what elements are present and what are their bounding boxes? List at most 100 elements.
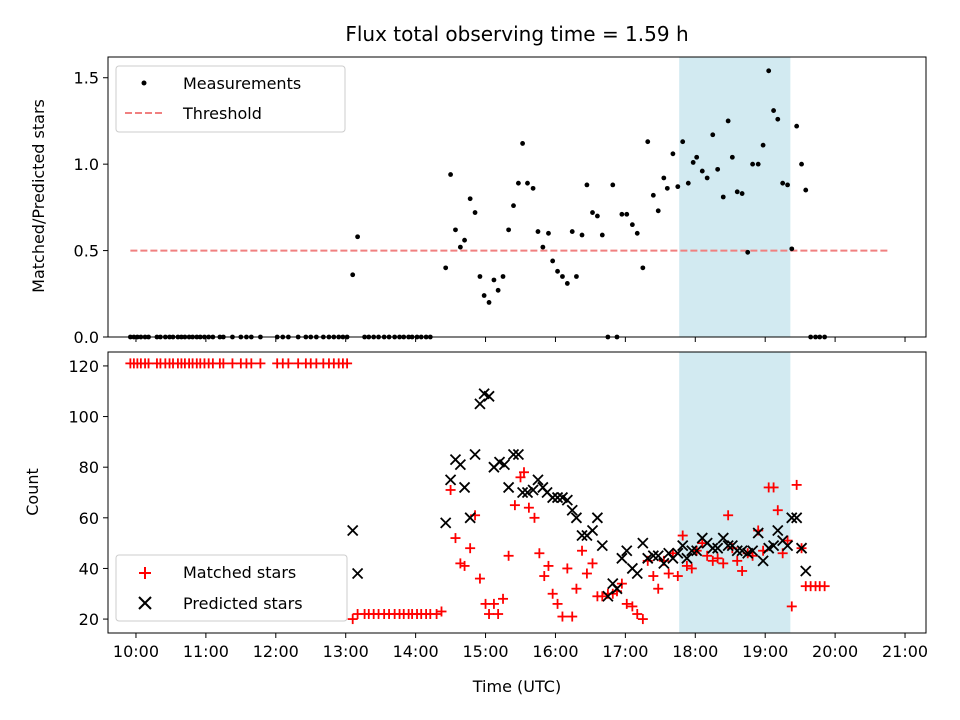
matched-point [772, 505, 783, 516]
matched-point [663, 568, 674, 579]
predicted-point [351, 567, 364, 580]
matched-point [723, 510, 734, 521]
predicted-point [677, 540, 689, 552]
predicted-point [786, 512, 798, 524]
measurement-point [355, 234, 360, 240]
measurement-point [775, 116, 781, 122]
predicted-point [458, 481, 471, 494]
legend-predicted-marker [138, 596, 152, 610]
predicted-point [512, 448, 525, 461]
measurement-point [511, 203, 516, 209]
matched-point [246, 358, 257, 369]
matched-point [581, 568, 592, 579]
measurement-point [477, 274, 483, 279]
matched-point [488, 598, 499, 609]
y-tick-label: 0.0 [74, 328, 99, 347]
predicted-point [547, 491, 559, 504]
predicted-point [566, 504, 578, 516]
measurement-point [579, 232, 585, 238]
measurement-point [574, 274, 579, 279]
y-tick-label: 1.0 [74, 155, 99, 174]
matched-point [786, 601, 797, 612]
predicted-point [561, 494, 573, 506]
measurement-point [675, 184, 681, 190]
y-tick-label: 100 [68, 408, 99, 427]
measurement-point [766, 68, 772, 74]
measurement-point [645, 139, 651, 145]
predicted-point [527, 484, 539, 496]
matched-point [255, 358, 266, 369]
predicted-point [800, 565, 812, 577]
top-panel: 0.0 0.5 1.0 1.5 [74, 56, 927, 347]
matched-point [557, 611, 568, 622]
measurement-point [760, 142, 766, 148]
x-tick-label: 18:00 [672, 642, 718, 661]
predicted-point [767, 540, 780, 552]
matched-point [547, 588, 558, 599]
predicted-point [454, 459, 467, 471]
measurement-point [734, 189, 740, 195]
measurement-point [610, 182, 616, 188]
predicted-point [507, 448, 520, 461]
x-tick-label: 16:00 [532, 642, 578, 661]
measurement-point [515, 180, 521, 186]
matched-point [819, 581, 830, 592]
matched-point [539, 571, 550, 582]
measurement-point [739, 191, 745, 196]
measurement-point [555, 268, 560, 274]
predicted-point [691, 545, 703, 557]
predicted-point [616, 552, 628, 564]
matched-point [283, 358, 294, 369]
x-tick-label: 17:00 [602, 642, 648, 661]
matched-point [653, 583, 664, 594]
matched-point [587, 558, 598, 569]
matched-point [686, 563, 697, 574]
matched-point [791, 479, 802, 490]
measurement-point [467, 196, 473, 202]
measurement-point [448, 172, 453, 177]
predicted-point [717, 532, 729, 544]
measurement-point [729, 154, 735, 160]
predicted-point [586, 524, 599, 537]
matched-point [431, 609, 442, 620]
predicted-point [347, 524, 359, 537]
top-y-axis-label: Matched/Predicted stars [29, 99, 48, 293]
measurement-point [755, 161, 761, 167]
predicted-point [483, 390, 495, 402]
measurement-point [720, 194, 726, 200]
measurement-point [634, 230, 640, 236]
x-tick-label: 10:00 [113, 642, 159, 661]
measurement-point [584, 182, 590, 188]
predicted-point [731, 545, 743, 557]
matched-point [509, 500, 520, 511]
measurement-point [599, 232, 605, 238]
predicted-point [576, 529, 588, 542]
measurement-point [500, 274, 506, 279]
measurement-point [462, 237, 467, 243]
x-tick-label: 13:00 [323, 642, 369, 661]
x-tick-label: 15:00 [462, 642, 508, 661]
predicted-point [781, 540, 794, 552]
measurement-point [619, 211, 625, 217]
predicted-point [532, 474, 544, 486]
matched-point [672, 571, 683, 582]
y-tick-label: 0.5 [74, 242, 99, 261]
matched-point [436, 606, 447, 617]
matched-point [523, 502, 534, 513]
measurement-point [486, 300, 492, 305]
bottom-legend: Matched stars Predicted stars [115, 554, 348, 622]
measurement-point [546, 230, 551, 236]
measurement-point [710, 132, 716, 138]
measurement-point [491, 277, 497, 283]
predicted-point [642, 552, 654, 564]
measurement-point [564, 281, 570, 286]
matched-point [450, 533, 461, 544]
predicted-point [647, 550, 659, 562]
x-axis-label: Time (UTC) [472, 677, 561, 696]
legend-predicted-label: Predicted stars [183, 594, 303, 613]
bottom-panel: 20 40 60 80 100 120 10:00 11:00 12:00 13:00 14:00 1… [68, 351, 928, 661]
measurement-point [530, 185, 536, 191]
matched-point [342, 358, 353, 369]
matched-point [518, 467, 529, 478]
measurement-point [694, 154, 700, 160]
